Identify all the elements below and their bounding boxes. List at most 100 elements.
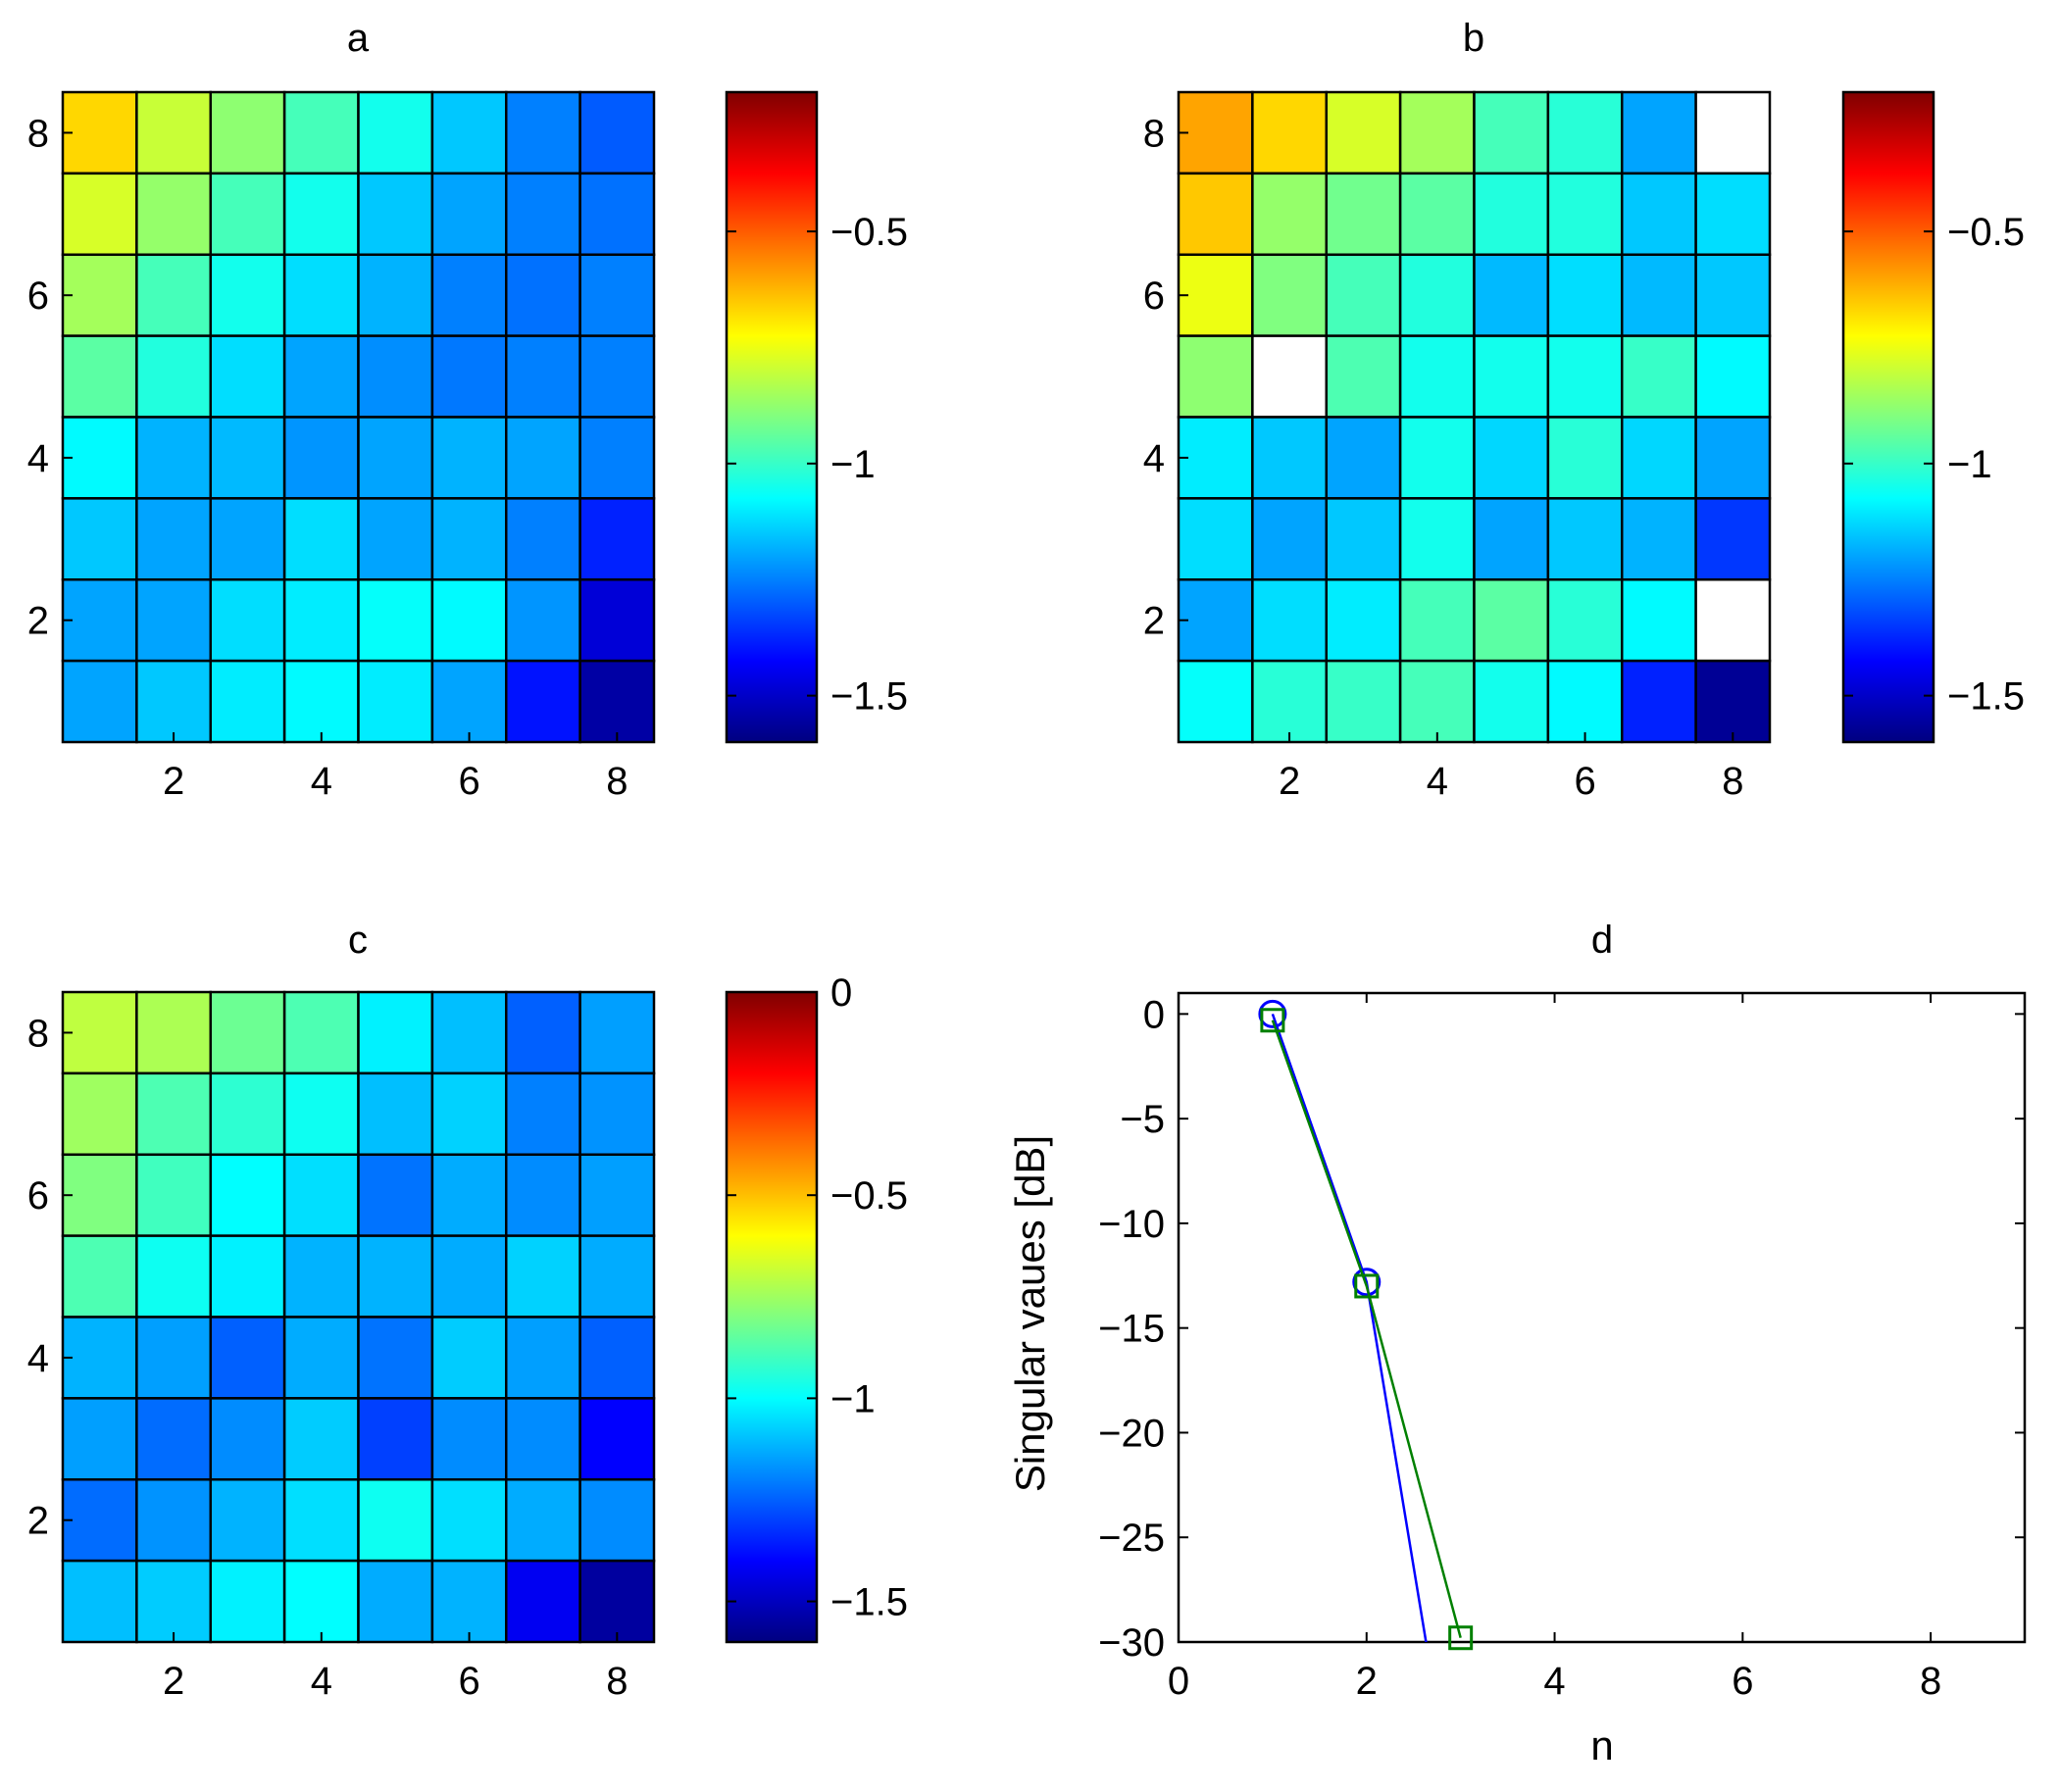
heatmap-cell — [430, 1397, 508, 1481]
panel-b-heatmap: b 2 4 6 8 2 4 6 8 −0.5 −1 −1.5 — [1143, 17, 2025, 803]
heatmap-cell — [1621, 416, 1697, 500]
heatmap-cell — [209, 578, 286, 663]
heatmap-cell — [430, 659, 508, 744]
heatmap-cell — [357, 497, 434, 581]
heatmap-cell — [209, 990, 286, 1075]
heatmap-cell — [1398, 659, 1476, 744]
heatmap-cell — [61, 990, 138, 1075]
heatmap-cell — [1177, 334, 1254, 419]
y-tick-label: 2 — [27, 600, 49, 643]
panel-a-y-ticks: 2 4 6 8 — [27, 112, 73, 643]
colorbar-tick-label: 0 — [830, 971, 852, 1015]
heatmap-cell — [1473, 416, 1550, 500]
heatmap-cell — [505, 334, 581, 419]
panel-c-cells — [61, 990, 656, 1644]
colorbar-tick-label: −0.5 — [1947, 211, 2025, 254]
heatmap-cell — [505, 416, 581, 500]
heatmap-cell — [209, 659, 286, 744]
heatmap-cell — [1473, 497, 1550, 581]
heatmap-cell — [135, 172, 212, 256]
heatmap-cell — [209, 1559, 286, 1644]
panel-b-y-ticks: 2 4 6 8 — [1143, 112, 1188, 643]
heatmap-cell — [357, 659, 434, 744]
heatmap-cell — [1621, 578, 1697, 663]
y-tick-label: 6 — [27, 274, 49, 318]
y-tick-label: 4 — [27, 437, 49, 480]
heatmap-cell — [1546, 253, 1624, 337]
heatmap-cell — [1546, 578, 1624, 663]
heatmap-cell — [430, 1478, 508, 1563]
heatmap-cell — [282, 1316, 360, 1400]
heatmap-cell — [61, 416, 138, 500]
heatmap-cell — [1251, 416, 1328, 500]
heatmap-cell — [135, 1234, 212, 1319]
heatmap-cell — [357, 334, 434, 419]
heatmap-cell — [1694, 659, 1772, 744]
y-tick-label: 6 — [27, 1174, 49, 1218]
heatmap-cell — [61, 1316, 138, 1400]
x-tick-label: 6 — [458, 760, 479, 803]
heatmap-cell — [61, 172, 138, 256]
heatmap-cell — [1177, 578, 1254, 663]
heatmap-cell — [1398, 253, 1476, 337]
heatmap-cell — [1325, 90, 1402, 175]
heatmap-cell — [357, 416, 434, 500]
heatmap-cell — [61, 578, 138, 663]
heatmap-cell — [578, 334, 656, 419]
colorbar-gradient — [725, 90, 819, 744]
colorbar-gradient — [725, 990, 819, 1644]
heatmap-cell — [505, 1316, 581, 1400]
series-line-green — [1271, 1020, 1462, 1639]
heatmap-cell — [209, 1478, 286, 1563]
heatmap-cell — [1177, 253, 1254, 337]
heatmap-cell — [135, 334, 212, 419]
heatmap-cell — [430, 1071, 508, 1156]
data-point-green — [1354, 1273, 1380, 1299]
panel-c-x-ticks: 2 4 6 8 — [163, 1632, 628, 1703]
heatmap-cell — [357, 1153, 434, 1237]
series-line-blue — [1271, 1013, 1428, 1642]
y-tick-label: −30 — [1098, 1621, 1165, 1665]
heatmap-cell — [505, 578, 581, 663]
panel-d-x-axis-label: n — [1590, 1722, 1613, 1768]
y-tick-label: 0 — [1143, 993, 1165, 1036]
heatmap-cell — [1473, 90, 1550, 175]
heatmap-cell — [430, 990, 508, 1075]
panel-c-y-ticks: 2 4 6 8 — [27, 1012, 73, 1543]
heatmap-cell — [430, 90, 508, 175]
x-tick-label: 4 — [311, 1660, 332, 1703]
heatmap-cell — [430, 1153, 508, 1237]
heatmap-cell — [578, 1397, 656, 1481]
heatmap-cell — [430, 172, 508, 256]
heatmap-cell — [282, 334, 360, 419]
heatmap-cell — [1473, 172, 1550, 256]
heatmap-cell — [1398, 497, 1476, 581]
heatmap-cell — [1621, 659, 1697, 744]
panel-d-y-axis-label: Singular vaues [dB] — [1007, 1135, 1053, 1492]
y-tick-label: 6 — [1143, 274, 1165, 318]
heatmap-cell — [209, 416, 286, 500]
heatmap-cell — [505, 1153, 581, 1237]
heatmap-cell — [1325, 416, 1402, 500]
heatmap-cell — [1694, 334, 1772, 419]
heatmap-cell — [578, 578, 656, 663]
heatmap-cell — [505, 1071, 581, 1156]
panel-a-title: a — [347, 17, 370, 60]
heatmap-cell — [357, 253, 434, 337]
heatmap-cell — [282, 172, 360, 256]
heatmap-cell — [1621, 90, 1697, 175]
heatmap-cell — [1251, 334, 1328, 419]
heatmap-cell — [1546, 416, 1624, 500]
heatmap-cell — [135, 1071, 212, 1156]
heatmap-cell — [1325, 253, 1402, 337]
heatmap-cell — [1694, 497, 1772, 581]
heatmap-cell — [1473, 659, 1550, 744]
heatmap-cell — [282, 659, 360, 744]
heatmap-cell — [430, 334, 508, 419]
y-tick-label: 8 — [27, 1012, 49, 1055]
heatmap-cell — [1177, 416, 1254, 500]
heatmap-cell — [578, 90, 656, 175]
heatmap-cell — [357, 1316, 434, 1400]
data-point-blue — [1352, 1268, 1382, 1297]
